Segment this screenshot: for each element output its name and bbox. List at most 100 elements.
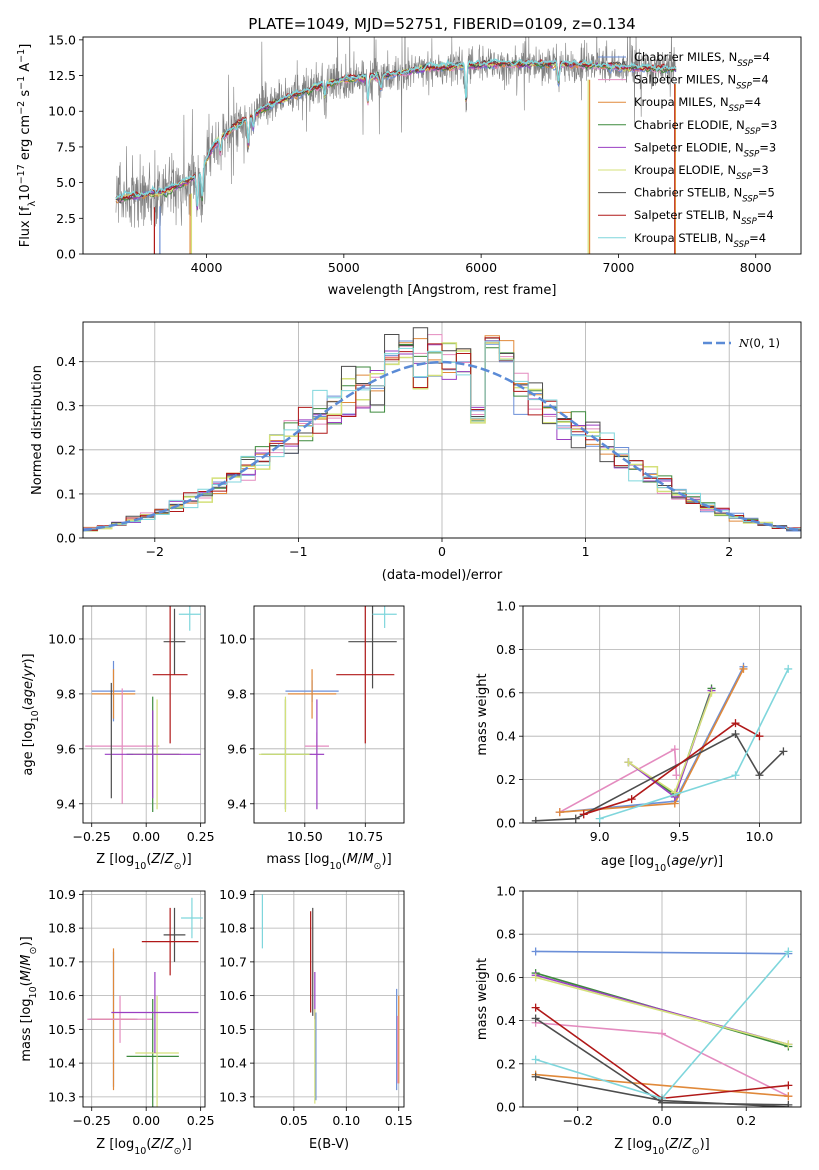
age-vs-mass-xlabel-part: M: [347, 852, 358, 867]
spectrum-ylabel-part: −17: [16, 164, 27, 184]
weight_vs_Z-line-kroupa_elodie: [535, 976, 789, 1046]
spectrum-xtick-label: 4000: [191, 260, 223, 275]
mass-vs-Z-xlabel-part: Z: [164, 1137, 175, 1152]
weight_vs_age-marker-kroupa_elodie: [624, 758, 633, 767]
weight_vs_age-marker-salpeter_miles: [670, 745, 679, 754]
weight_vs_age-panel: 9.0 9.5 10.0 0.0 0.2 0.4 0.6 0.8 1.0 age [log10(a…: [475, 599, 802, 874]
legend-label-tail: =4: [744, 95, 761, 109]
weight_vs_Z-marker-kroupa_miles: [784, 1092, 793, 1101]
weight_vs_age-ytick-label: 0.0: [496, 816, 516, 831]
weight_vs_age-ytick-label: 0.4: [496, 729, 516, 744]
weight-vs-age-xlabel: age [log10(age/yr)]: [601, 854, 723, 874]
weight_vs_age-plot-area: [531, 662, 793, 823]
mass_vs_ebv-frame: [253, 890, 405, 1108]
age-vs-mass-xlabel-part: /: [358, 852, 363, 867]
spectrum-ylabel-part: Flux [f: [18, 206, 33, 247]
spectrum-ytick-label: 10.0: [48, 104, 76, 119]
age-vs-mass-xlabel-part: )]: [382, 852, 392, 867]
weight_vs_age-marker-salpeter_stelib: [579, 810, 588, 819]
legend-label-chabrier_stelib: Chabrier STELIB, NSSP=5: [634, 186, 775, 205]
weight-vs-Z-xlabel: Z [log10(Z/Z⊙)]: [614, 1137, 709, 1157]
spectrum-ylabel-part: λ: [27, 200, 38, 206]
weight_vs_age-line-kroupa_elodie: [628, 692, 713, 794]
age-vs-Z-xlabel-part: 10: [134, 861, 146, 872]
weight_vs_age-line-salpeter_stelib: [583, 722, 760, 816]
residuals-frame: [82, 321, 802, 539]
mass_vs_Z-ytick-label: 10.6: [48, 988, 76, 1003]
mass_vs_Z-ytick-label: 10.7: [48, 954, 76, 969]
spectrum-ytick-label: 5.0: [56, 175, 76, 190]
age_vs_Z-xtick-label: 0.00: [132, 829, 160, 844]
age_vs_Z-plot-area: [85, 606, 201, 813]
legend-label-text: Chabrier ELODIE, N: [634, 118, 745, 132]
mass-vs-Z-xlabel-part: (: [146, 1137, 151, 1152]
spectrum-ylabel-part: −2: [16, 101, 27, 115]
age_vs_Z-frame: [82, 605, 206, 824]
residuals-ytick-label: 0.4: [56, 354, 76, 369]
weight_vs_age-marker-chabrier_stelib: [531, 816, 540, 823]
age-vs-Z-xlabel-part: ⊙: [174, 861, 182, 872]
mass_vs_ebv-xtick-label: 0.15: [385, 1113, 413, 1128]
spectrum-ylabel-part: ]: [18, 44, 33, 49]
mass_vs_ebv-xtick-label: 0.10: [332, 1113, 360, 1128]
age-vs-Z-ylabel-part: 10: [30, 710, 41, 722]
mass_vs_Z-ytick-label: 10.9: [48, 887, 76, 902]
weight_vs_Z-marker-kroupa_stelib: [784, 947, 793, 956]
legend-label-tail: =5: [758, 186, 775, 200]
legend-label-sub: SSP: [736, 82, 752, 92]
legend-label-text: Kroupa ELODIE, N: [634, 163, 736, 177]
age_vs_mass-ytick-label: 9.6: [227, 741, 247, 756]
mass_vs_ebv-panel: 0.05 0.10 0.15 10.3 10.4 10.5 10.6 10.7 10.8 10.9…: [219, 887, 413, 1152]
residuals-xtick-label: 2: [725, 544, 733, 559]
legend-label-text: Kroupa STELIB, N: [634, 231, 734, 245]
weight_vs_Z-line-kroupa_miles: [535, 1073, 789, 1097]
weight-vs-Z-xlabel-part: 10: [652, 1146, 664, 1157]
spectrum-ytick-label: 0.0: [56, 247, 76, 262]
legend-label-text: Salpeter STELIB, N: [634, 208, 741, 222]
mass-vs-Z-ylabel-part: M: [19, 970, 34, 981]
figure-title: PLATE=1049, MJD=52751, FIBERID=0109, z=0…: [248, 15, 635, 33]
spectrum-xlabel: wavelength [Angstrom, rest frame]: [328, 283, 557, 298]
mass_vs_ebv-ytick-label: 10.6: [219, 988, 247, 1003]
mass-vs-Z-ylabel-part: M: [19, 954, 34, 965]
legend-N: N: [738, 336, 750, 350]
residuals-ytick-label: 0.1: [56, 486, 76, 501]
mass_vs_Z-xtick-label: 0.25: [187, 1113, 215, 1128]
weight_vs_age-marker-salpeter_stelib: [755, 732, 764, 741]
spectrum-ytick-label: 7.5: [56, 139, 76, 154]
age-vs-Z-ylabel-part: yr: [21, 662, 36, 678]
weight-vs-Z-xlabel-part: (: [664, 1137, 669, 1152]
legend-label-sub: SSP: [741, 217, 757, 227]
weight_vs_age-marker-salpeter_stelib: [731, 719, 740, 728]
age-vs-Z-xlabel: Z [log10(Z/Z⊙)]: [96, 852, 191, 872]
mass_vs_ebv-ytick-label: 10.7: [219, 954, 247, 969]
legend-label-kroupa_elodie: Kroupa ELODIE, NSSP=3: [634, 163, 769, 182]
legend-label-sub: SSP: [737, 59, 753, 69]
weight-vs-Z-ylabel: mass weight: [475, 958, 490, 1040]
age_vs_Z-ytick-label: 9.8: [56, 686, 76, 701]
weight-vs-age-xlabel-part: /: [696, 854, 701, 869]
spectrum-xtick-label: 5000: [328, 260, 360, 275]
weight-vs-age-xlabel-part: yr: [699, 854, 715, 869]
legend-label-text: Chabrier STELIB, N: [634, 186, 742, 200]
age_vs_Z-xtick-label: −0.25: [73, 829, 111, 844]
weight_vs_Z-marker-salpeter_stelib: [784, 1081, 793, 1090]
weight_vs_Z-marker-kroupa_elodie: [531, 973, 540, 982]
weight_vs_Z-marker-chabrier_stelib: [784, 1103, 793, 1107]
residuals-ytick-label: 0.3: [56, 398, 76, 413]
weight_vs_age-ytick-label: 0.6: [496, 685, 516, 700]
mass-vs-Z-ylabel-part: ⊙: [28, 946, 39, 954]
histogram-kroupa_stelib: [83, 340, 801, 530]
age_vs_mass-ytick-label: 10.0: [219, 631, 247, 646]
weight_vs_Z-marker-chabrier_stelib: [531, 1072, 540, 1081]
legend-label-tail: =4: [757, 208, 774, 222]
age-vs-mass-xlabel-part: M: [362, 852, 373, 867]
mass-vs-Z-ylabel-part: )]: [19, 936, 34, 946]
mass_vs_ebv-ytick-label: 10.3: [219, 1089, 247, 1104]
age-vs-Z-xlabel-part: /: [160, 852, 165, 867]
weight_vs_Z-ytick-label: 0.0: [496, 1100, 516, 1115]
legend-label-sub: SSP: [729, 104, 745, 114]
weight_vs_age-xtick-label: 9.5: [670, 829, 690, 844]
